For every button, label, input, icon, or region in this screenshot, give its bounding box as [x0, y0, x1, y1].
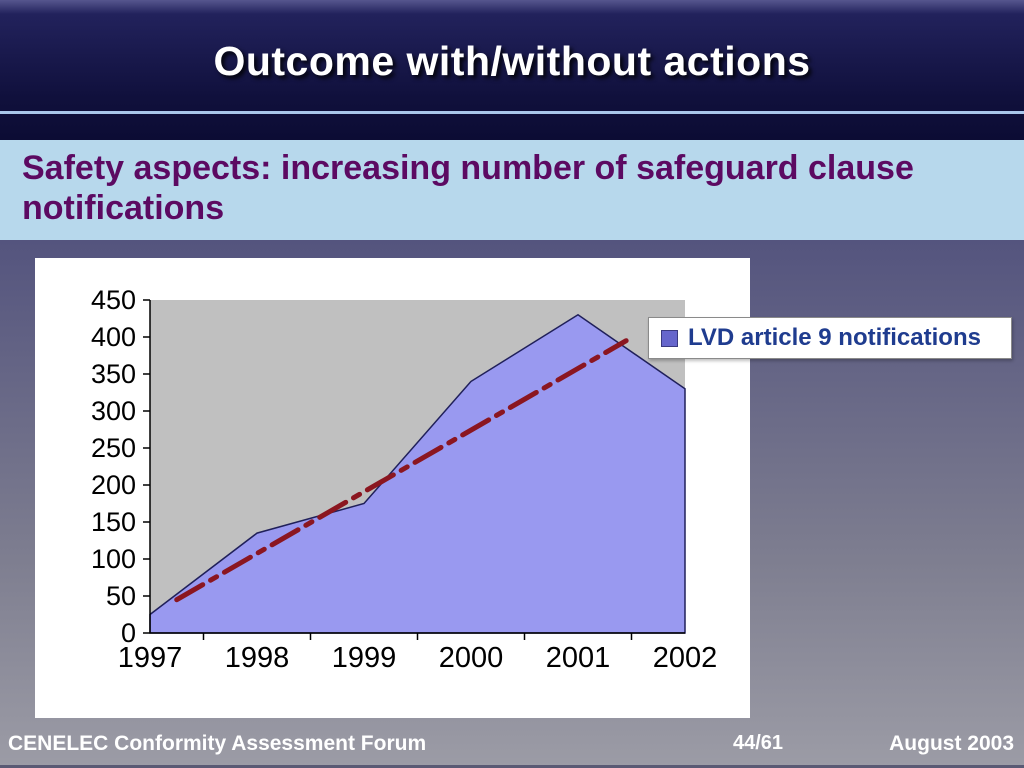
- footer: CENELEC Conformity Assessment Forum 44/6…: [0, 730, 1024, 764]
- legend-marker-icon: [661, 329, 678, 347]
- svg-text:2001: 2001: [546, 642, 611, 674]
- banner-divider-line: [0, 111, 1024, 114]
- title-banner: [0, 0, 1024, 140]
- svg-text:400: 400: [91, 322, 136, 352]
- svg-text:450: 450: [91, 285, 136, 315]
- svg-text:2000: 2000: [439, 642, 504, 674]
- area-chart-svg: 0 50 100 150 200 250 300 350 400 450 1997 1998 1999 2…: [91, 285, 718, 674]
- svg-text:0: 0: [121, 618, 136, 648]
- footer-date: August 2003: [889, 732, 1014, 755]
- page-title: Outcome with/without actions: [213, 38, 811, 84]
- svg-text:300: 300: [91, 396, 136, 426]
- chart-panel: 0 50 100 150 200 250 300 350 400 450 1997 1998 1999 2…: [35, 258, 750, 718]
- svg-text:150: 150: [91, 507, 136, 537]
- svg-text:100: 100: [91, 544, 136, 574]
- chart-legend: LVD article 9 notifications: [648, 317, 1012, 359]
- svg-text:1998: 1998: [225, 642, 290, 674]
- svg-text:2002: 2002: [653, 642, 718, 674]
- subtitle-text: Safety aspects: increasing number of saf…: [22, 149, 914, 228]
- svg-text:350: 350: [91, 359, 136, 389]
- footer-forum-text: CENELEC Conformity Assessment Forum: [8, 732, 427, 755]
- svg-text:200: 200: [91, 470, 136, 500]
- svg-text:250: 250: [91, 433, 136, 463]
- svg-text:1997: 1997: [118, 642, 183, 674]
- legend-label: LVD article 9 notifications: [688, 324, 981, 351]
- page-number: 44/61: [733, 732, 784, 754]
- svg-text:50: 50: [106, 581, 136, 611]
- subtitle-band: [0, 140, 1024, 240]
- bottom-edge-line: [0, 765, 1024, 768]
- svg-text:1999: 1999: [332, 642, 397, 674]
